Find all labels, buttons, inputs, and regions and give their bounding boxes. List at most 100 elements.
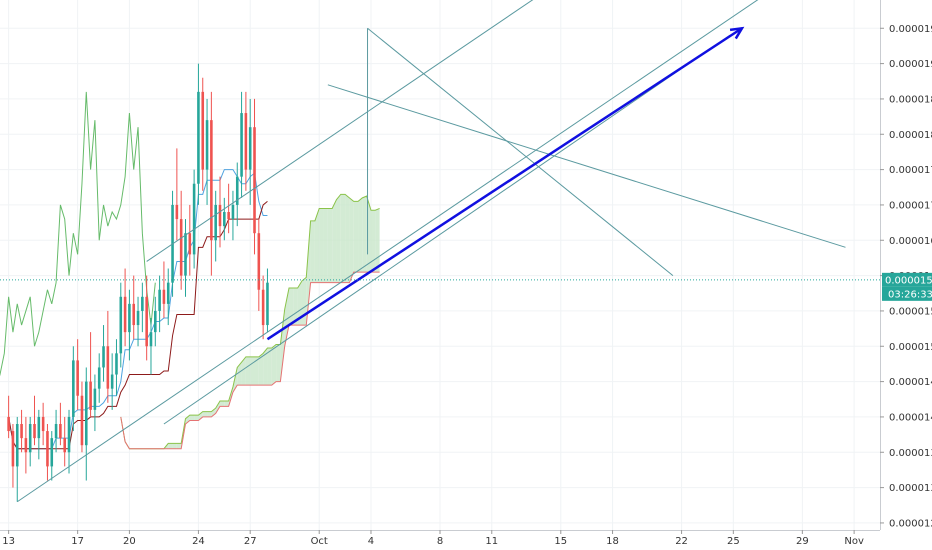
kumo-segment (237, 362, 242, 386)
time-tick-label: 18 (606, 536, 619, 547)
candle-body (179, 219, 183, 276)
kumo-segment (224, 401, 229, 407)
kumo-segment (336, 194, 341, 283)
candle-body (89, 381, 92, 410)
candle-body (15, 424, 19, 467)
time-tick-label: 29 (796, 536, 809, 547)
kumo-segment (263, 348, 268, 386)
kumo-segment (194, 415, 199, 421)
candle-body (266, 282, 269, 326)
kumo-segment (220, 401, 225, 407)
kumo-segment (301, 277, 307, 326)
price-tick-label: 0.00001450 (889, 377, 932, 388)
kumo-segment (271, 344, 277, 386)
candle-body (41, 416, 45, 432)
kumo-segment (375, 208, 380, 273)
current-price-box (882, 272, 932, 287)
candle-body (210, 120, 213, 241)
kumo-segment (358, 197, 363, 273)
candle-body (80, 395, 84, 446)
kumo-segment (323, 208, 328, 283)
time-tick-label: Nov (844, 536, 864, 547)
trend-drawings[interactable] (16, 0, 906, 503)
candle-body (244, 113, 248, 170)
candle-body (33, 424, 36, 439)
kumo-segment (276, 344, 281, 382)
countdown-box (882, 286, 932, 301)
candle-body (46, 431, 49, 467)
kumo-segment (202, 411, 208, 417)
candle-body (166, 282, 170, 304)
price-tick-label: 0.00001350 (889, 448, 932, 459)
time-tick-label: 22 (675, 536, 688, 547)
candles (7, 63, 269, 502)
kumo-segment (297, 280, 302, 326)
time-axis[interactable]: 13 17 20 24 27 Oct 4 8 11 15 18 22 25 29 Nov (0, 530, 932, 550)
kumo-segment (245, 356, 251, 386)
price-tick-label: 0.00001700 (889, 200, 932, 211)
kumo-segment (314, 208, 320, 283)
candle-body (223, 212, 226, 227)
kumo-segment (172, 443, 177, 449)
current-price-value: 0.00001594 (885, 275, 932, 286)
price-tick-label: 0.00001900 (889, 59, 932, 70)
kumo-segment (345, 194, 350, 283)
candle-body (54, 424, 58, 439)
candle-body (72, 360, 75, 417)
candle-body (192, 183, 196, 255)
lagging-span (0, 91, 156, 377)
kumo-segment (176, 443, 182, 449)
candle-body (132, 303, 136, 326)
fan-line (163, 34, 731, 425)
time-tick-label: 13 (2, 536, 15, 547)
kumo-segment (327, 208, 333, 283)
price-axis-bg (880, 0, 932, 530)
triangle-upper-line (327, 84, 846, 248)
candle-body (240, 113, 243, 177)
candle-body (253, 127, 256, 234)
candle-body (28, 424, 32, 453)
candle-body (97, 367, 101, 389)
time-tick-label: 11 (485, 536, 498, 547)
grid (0, 0, 880, 530)
kumo-segment (306, 220, 311, 326)
kumo-segment (189, 415, 195, 421)
kumo-segment (267, 348, 272, 386)
time-tick-label: 25 (727, 536, 740, 547)
price-tick-label: 0.00001950 (889, 24, 932, 35)
candle-body (205, 120, 209, 170)
arrow-head (729, 26, 745, 40)
kumo-segment (340, 194, 346, 283)
candle-body (158, 289, 161, 311)
projection-arrow (266, 27, 743, 341)
candle-body (67, 416, 71, 453)
candle-body (201, 91, 205, 170)
price-tick-label: 0.00001800 (889, 130, 932, 141)
candle-body (197, 91, 200, 184)
kumo-segment (254, 356, 259, 386)
price-tick-label: 0.00001400 (889, 412, 932, 423)
candle-body (128, 303, 131, 333)
channel-lower-line (16, 0, 759, 503)
candle-body (162, 289, 166, 304)
candle-body (63, 438, 66, 453)
channel-upper-line (146, 0, 534, 262)
candle-body (218, 204, 222, 227)
time-tick-label: 24 (192, 536, 205, 547)
time-axis-bg (0, 530, 932, 550)
price-axis[interactable]: 0.00001950 0.00001900 0.00001850 0.00001800… (880, 0, 932, 530)
price-tick-label: 0.00001750 (889, 165, 932, 176)
candle-body (106, 346, 110, 389)
candle-body (123, 296, 127, 333)
candle-body (37, 416, 41, 439)
candle-body (136, 310, 140, 326)
kumo-segment (293, 287, 298, 326)
candle-body (257, 233, 261, 290)
price-tick-label: 0.00001500 (889, 342, 932, 353)
candle-body (248, 127, 252, 170)
candle-body (11, 431, 15, 467)
kumo-segment (310, 220, 315, 283)
kumo-segment (332, 199, 337, 283)
candle-body (261, 289, 265, 326)
